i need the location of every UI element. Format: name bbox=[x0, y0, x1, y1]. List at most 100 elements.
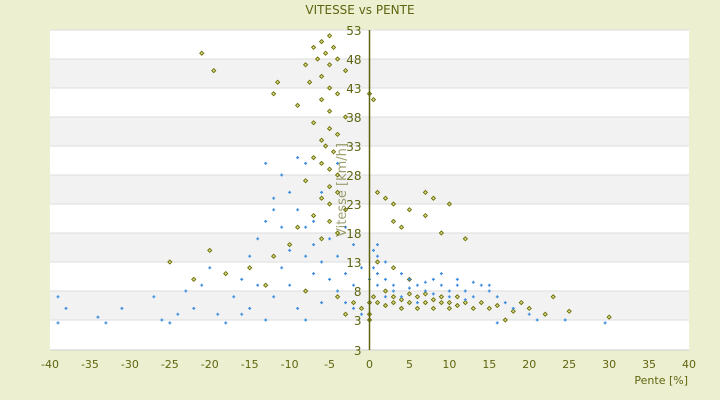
data-point-series-1 bbox=[478, 299, 484, 306]
data-point-series-2 bbox=[344, 272, 348, 276]
data-point-series-2 bbox=[375, 243, 379, 247]
data-point-series-1 bbox=[486, 305, 492, 312]
y-tick-label: 3 bbox=[354, 314, 362, 328]
data-point-series-1 bbox=[326, 125, 333, 132]
y-tick-label: 23 bbox=[346, 198, 361, 212]
data-point-series-2 bbox=[423, 289, 427, 293]
data-point-series-2 bbox=[375, 283, 379, 287]
data-point-series-2 bbox=[256, 237, 260, 241]
data-point-series-1 bbox=[382, 302, 389, 309]
data-point-series-2 bbox=[248, 306, 252, 310]
data-point-series-2 bbox=[471, 280, 475, 284]
data-point-series-1 bbox=[374, 299, 381, 306]
y-tick-label: 53 bbox=[346, 24, 361, 38]
data-point-series-1 bbox=[358, 305, 365, 312]
data-point-series-1 bbox=[326, 62, 333, 68]
data-point-series-2 bbox=[272, 196, 276, 200]
data-point-series-1 bbox=[271, 253, 277, 259]
y-tick-label: 38 bbox=[346, 111, 361, 125]
y-tick-label: 13 bbox=[346, 256, 361, 270]
data-point-series-2 bbox=[336, 254, 340, 258]
data-point-series-1 bbox=[318, 73, 325, 80]
data-point-series-1 bbox=[446, 299, 453, 306]
data-point-series-1 bbox=[318, 160, 325, 167]
data-point-series-1 bbox=[318, 137, 325, 143]
data-point-series-2 bbox=[336, 289, 340, 293]
data-point-series-1 bbox=[542, 311, 548, 317]
x-tick-label: -25 bbox=[161, 358, 179, 371]
data-point-series-2 bbox=[399, 295, 403, 299]
data-point-series-2 bbox=[216, 312, 220, 316]
data-point-series-2 bbox=[352, 283, 356, 287]
data-point-series-1 bbox=[342, 207, 349, 213]
data-point-series-2 bbox=[256, 283, 260, 287]
data-point-series-2 bbox=[455, 277, 459, 281]
data-point-series-1 bbox=[510, 308, 516, 314]
data-point-series-1 bbox=[398, 297, 405, 303]
data-point-series-1 bbox=[330, 149, 337, 155]
data-point-series-2 bbox=[447, 289, 451, 293]
data-point-series-2 bbox=[168, 321, 172, 325]
data-point-series-1 bbox=[422, 189, 429, 196]
data-point-series-2 bbox=[304, 225, 308, 229]
x-tick-label: 15 bbox=[482, 358, 496, 371]
data-point-series-1 bbox=[406, 291, 413, 297]
data-point-series-1 bbox=[302, 62, 309, 68]
data-point-series-1 bbox=[326, 218, 333, 225]
data-point-series-2 bbox=[391, 289, 395, 293]
data-point-series-1 bbox=[446, 201, 453, 207]
data-point-series-1 bbox=[438, 299, 445, 306]
data-point-series-1 bbox=[342, 311, 349, 317]
x-axis-label: Pente [%] bbox=[634, 374, 688, 387]
data-point-series-1 bbox=[390, 294, 397, 300]
data-point-series-1 bbox=[326, 108, 333, 114]
data-point-series-2 bbox=[463, 298, 467, 302]
data-point-series-1 bbox=[334, 189, 341, 196]
data-point-series-1 bbox=[294, 224, 301, 230]
data-point-series-2 bbox=[288, 248, 292, 252]
data-point-series-2 bbox=[312, 243, 316, 247]
data-point-series-1 bbox=[322, 143, 329, 149]
data-point-series-1 bbox=[342, 114, 349, 120]
data-point-series-2 bbox=[320, 260, 324, 264]
data-point-series-1 bbox=[382, 195, 389, 201]
data-point-series-2 bbox=[208, 266, 212, 270]
data-point-series-1 bbox=[398, 224, 405, 230]
data-point-series-2 bbox=[232, 295, 236, 299]
data-point-series-1 bbox=[223, 270, 229, 277]
data-point-series-2 bbox=[455, 283, 459, 287]
data-point-series-2 bbox=[503, 301, 507, 305]
data-point-series-1 bbox=[334, 56, 341, 62]
data-point-series-2 bbox=[415, 283, 419, 287]
y-tick-label: 48 bbox=[346, 53, 361, 67]
x-tick-label: -40 bbox=[41, 358, 59, 371]
data-point-series-1 bbox=[207, 247, 213, 254]
data-point-series-1 bbox=[422, 212, 429, 219]
data-point-series-1 bbox=[462, 236, 468, 242]
data-point-series-1 bbox=[334, 172, 341, 178]
data-point-series-1 bbox=[310, 212, 317, 219]
data-point-series-1 bbox=[310, 154, 317, 161]
data-point-series-1 bbox=[263, 282, 269, 288]
data-point-series-2 bbox=[304, 254, 308, 258]
data-point-series-2 bbox=[240, 312, 244, 316]
data-point-series-2 bbox=[371, 266, 375, 270]
data-point-series-1 bbox=[302, 178, 309, 184]
data-point-series-2 bbox=[439, 283, 443, 287]
x-tick-label: -10 bbox=[281, 358, 299, 371]
data-point-series-2 bbox=[344, 301, 348, 305]
data-point-series-1 bbox=[211, 67, 217, 74]
data-point-series-1 bbox=[334, 230, 341, 236]
data-point-series-1 bbox=[271, 91, 277, 97]
x-tick-label: -20 bbox=[201, 358, 219, 371]
data-point-series-1 bbox=[302, 288, 309, 294]
data-point-series-1 bbox=[326, 33, 333, 39]
data-point-series-2 bbox=[312, 272, 316, 276]
x-tick-label: -15 bbox=[241, 358, 259, 371]
data-point-series-1 bbox=[470, 305, 476, 312]
y-tick-label: 8 bbox=[354, 285, 362, 299]
data-point-series-2 bbox=[360, 266, 364, 270]
data-point-series-2 bbox=[264, 219, 268, 223]
data-point-series-1 bbox=[326, 166, 333, 172]
x-tick-label: 25 bbox=[562, 358, 576, 371]
